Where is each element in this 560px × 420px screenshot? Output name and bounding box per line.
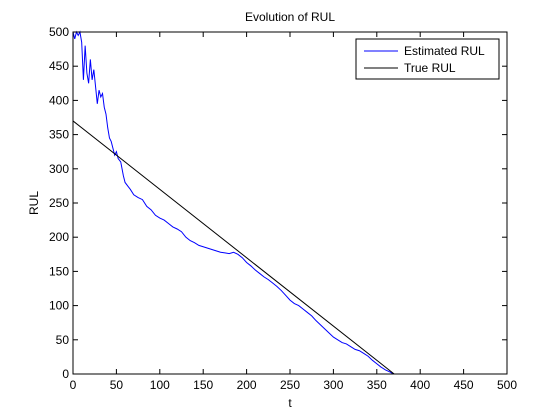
x-tick-label: 50	[110, 378, 124, 392]
x-tick-label: 400	[410, 378, 430, 392]
y-axis-label: RUL	[27, 191, 41, 215]
x-axis-label: t	[288, 396, 292, 410]
series-layer	[72, 30, 395, 375]
x-tick-label: 350	[367, 378, 387, 392]
y-tick-label: 250	[49, 196, 69, 210]
y-tick-label: 400	[49, 93, 69, 107]
legend: Estimated RUL True RUL	[355, 38, 500, 80]
y-tick-label: 200	[49, 230, 69, 244]
y-tick-label: 0	[62, 367, 69, 381]
chart-title: Evolution of RUL	[245, 10, 335, 24]
x-tick-label: 0	[70, 378, 77, 392]
x-tick-label: 200	[237, 378, 257, 392]
y-axis: 0 50 100 150 200 250 300 350 400 450 500	[49, 25, 507, 381]
y-tick-label: 50	[56, 333, 70, 347]
series-line-1	[72, 30, 395, 375]
x-tick-label: 150	[193, 378, 213, 392]
series-line-2	[72, 120, 395, 375]
x-tick-label: 450	[454, 378, 474, 392]
y-tick-label: 450	[49, 59, 69, 73]
y-tick-label: 350	[49, 128, 69, 142]
y-tick-label: 100	[49, 299, 69, 313]
y-tick-label: 150	[49, 264, 69, 278]
x-tick-label: 300	[323, 378, 343, 392]
x-tick-label: 250	[280, 378, 300, 392]
y-tick-label: 300	[49, 162, 69, 176]
legend-entry-1: Estimated RUL	[404, 44, 485, 58]
y-tick-label: 500	[49, 25, 69, 39]
x-tick-label: 100	[150, 378, 170, 392]
plot-area	[73, 32, 507, 374]
x-axis: 0 50 100 150 200 250 300 350 400 450 500	[70, 32, 517, 392]
legend-box	[355, 38, 500, 80]
legend-entry-2: True RUL	[404, 61, 456, 75]
x-tick-label: 500	[497, 378, 517, 392]
